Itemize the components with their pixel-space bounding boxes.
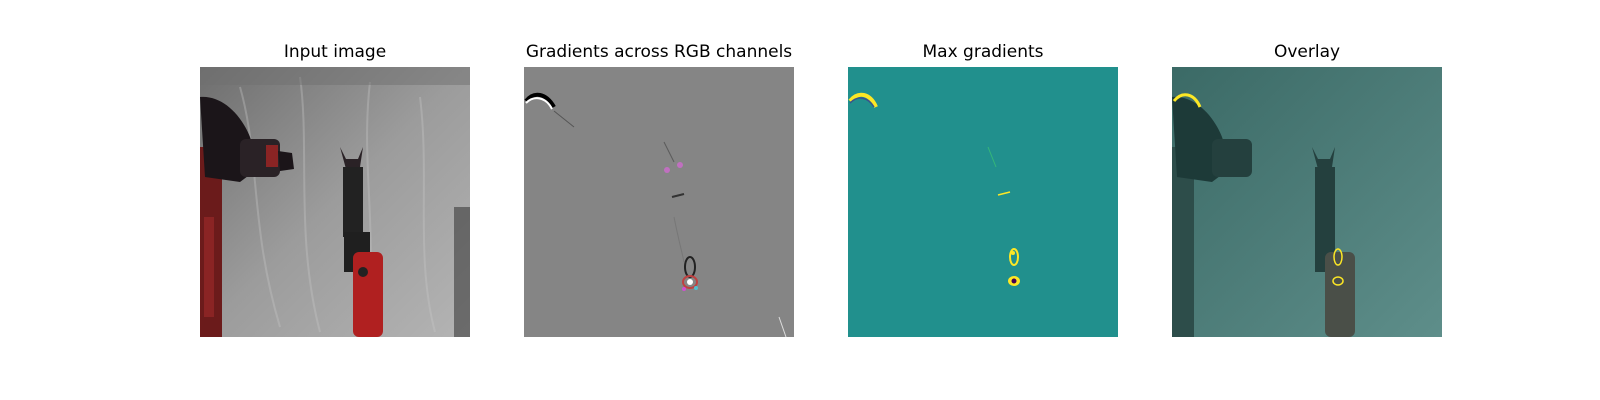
panel-title: Max gradients (922, 42, 1044, 62)
panel-max-gradients: Max gradients (848, 0, 1118, 400)
panel-title: Overlay (1273, 42, 1341, 62)
panel-input-image: Input image (200, 0, 470, 400)
max-gradients-image (848, 67, 1118, 337)
panel-title: Gradients across RGB channels (525, 42, 793, 62)
panel-title: Input image (283, 42, 387, 62)
overlay-image (1172, 67, 1442, 337)
panel-overlay: Overlay (1172, 0, 1442, 400)
input-image (200, 67, 470, 337)
rgb-gradients-image (524, 67, 794, 337)
panel-rgb-gradients: Gradients across RGB channels (524, 0, 794, 400)
